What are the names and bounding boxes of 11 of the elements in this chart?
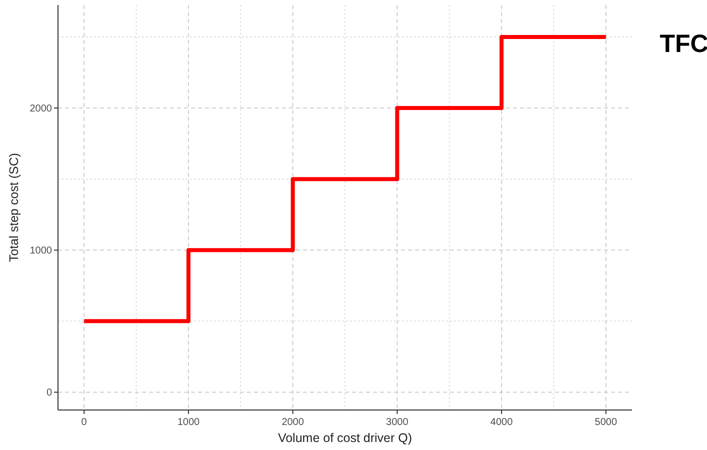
y-tick-label: 0 (46, 388, 52, 399)
x-tick-label: 3000 (386, 417, 409, 428)
y-axis-title: Total step cost (SC) (7, 152, 21, 262)
x-tick-label: 5000 (594, 417, 618, 428)
x-tick-label: 4000 (490, 417, 514, 428)
x-tick-label: 0 (81, 417, 88, 428)
x-tick-label: 1000 (177, 417, 200, 428)
y-tick-label: 1000 (30, 246, 52, 257)
y-tick-label: 2000 (30, 104, 52, 115)
x-axis-title: Volume of cost driver Q) (278, 431, 412, 445)
x-tick-label: 2000 (282, 417, 304, 428)
